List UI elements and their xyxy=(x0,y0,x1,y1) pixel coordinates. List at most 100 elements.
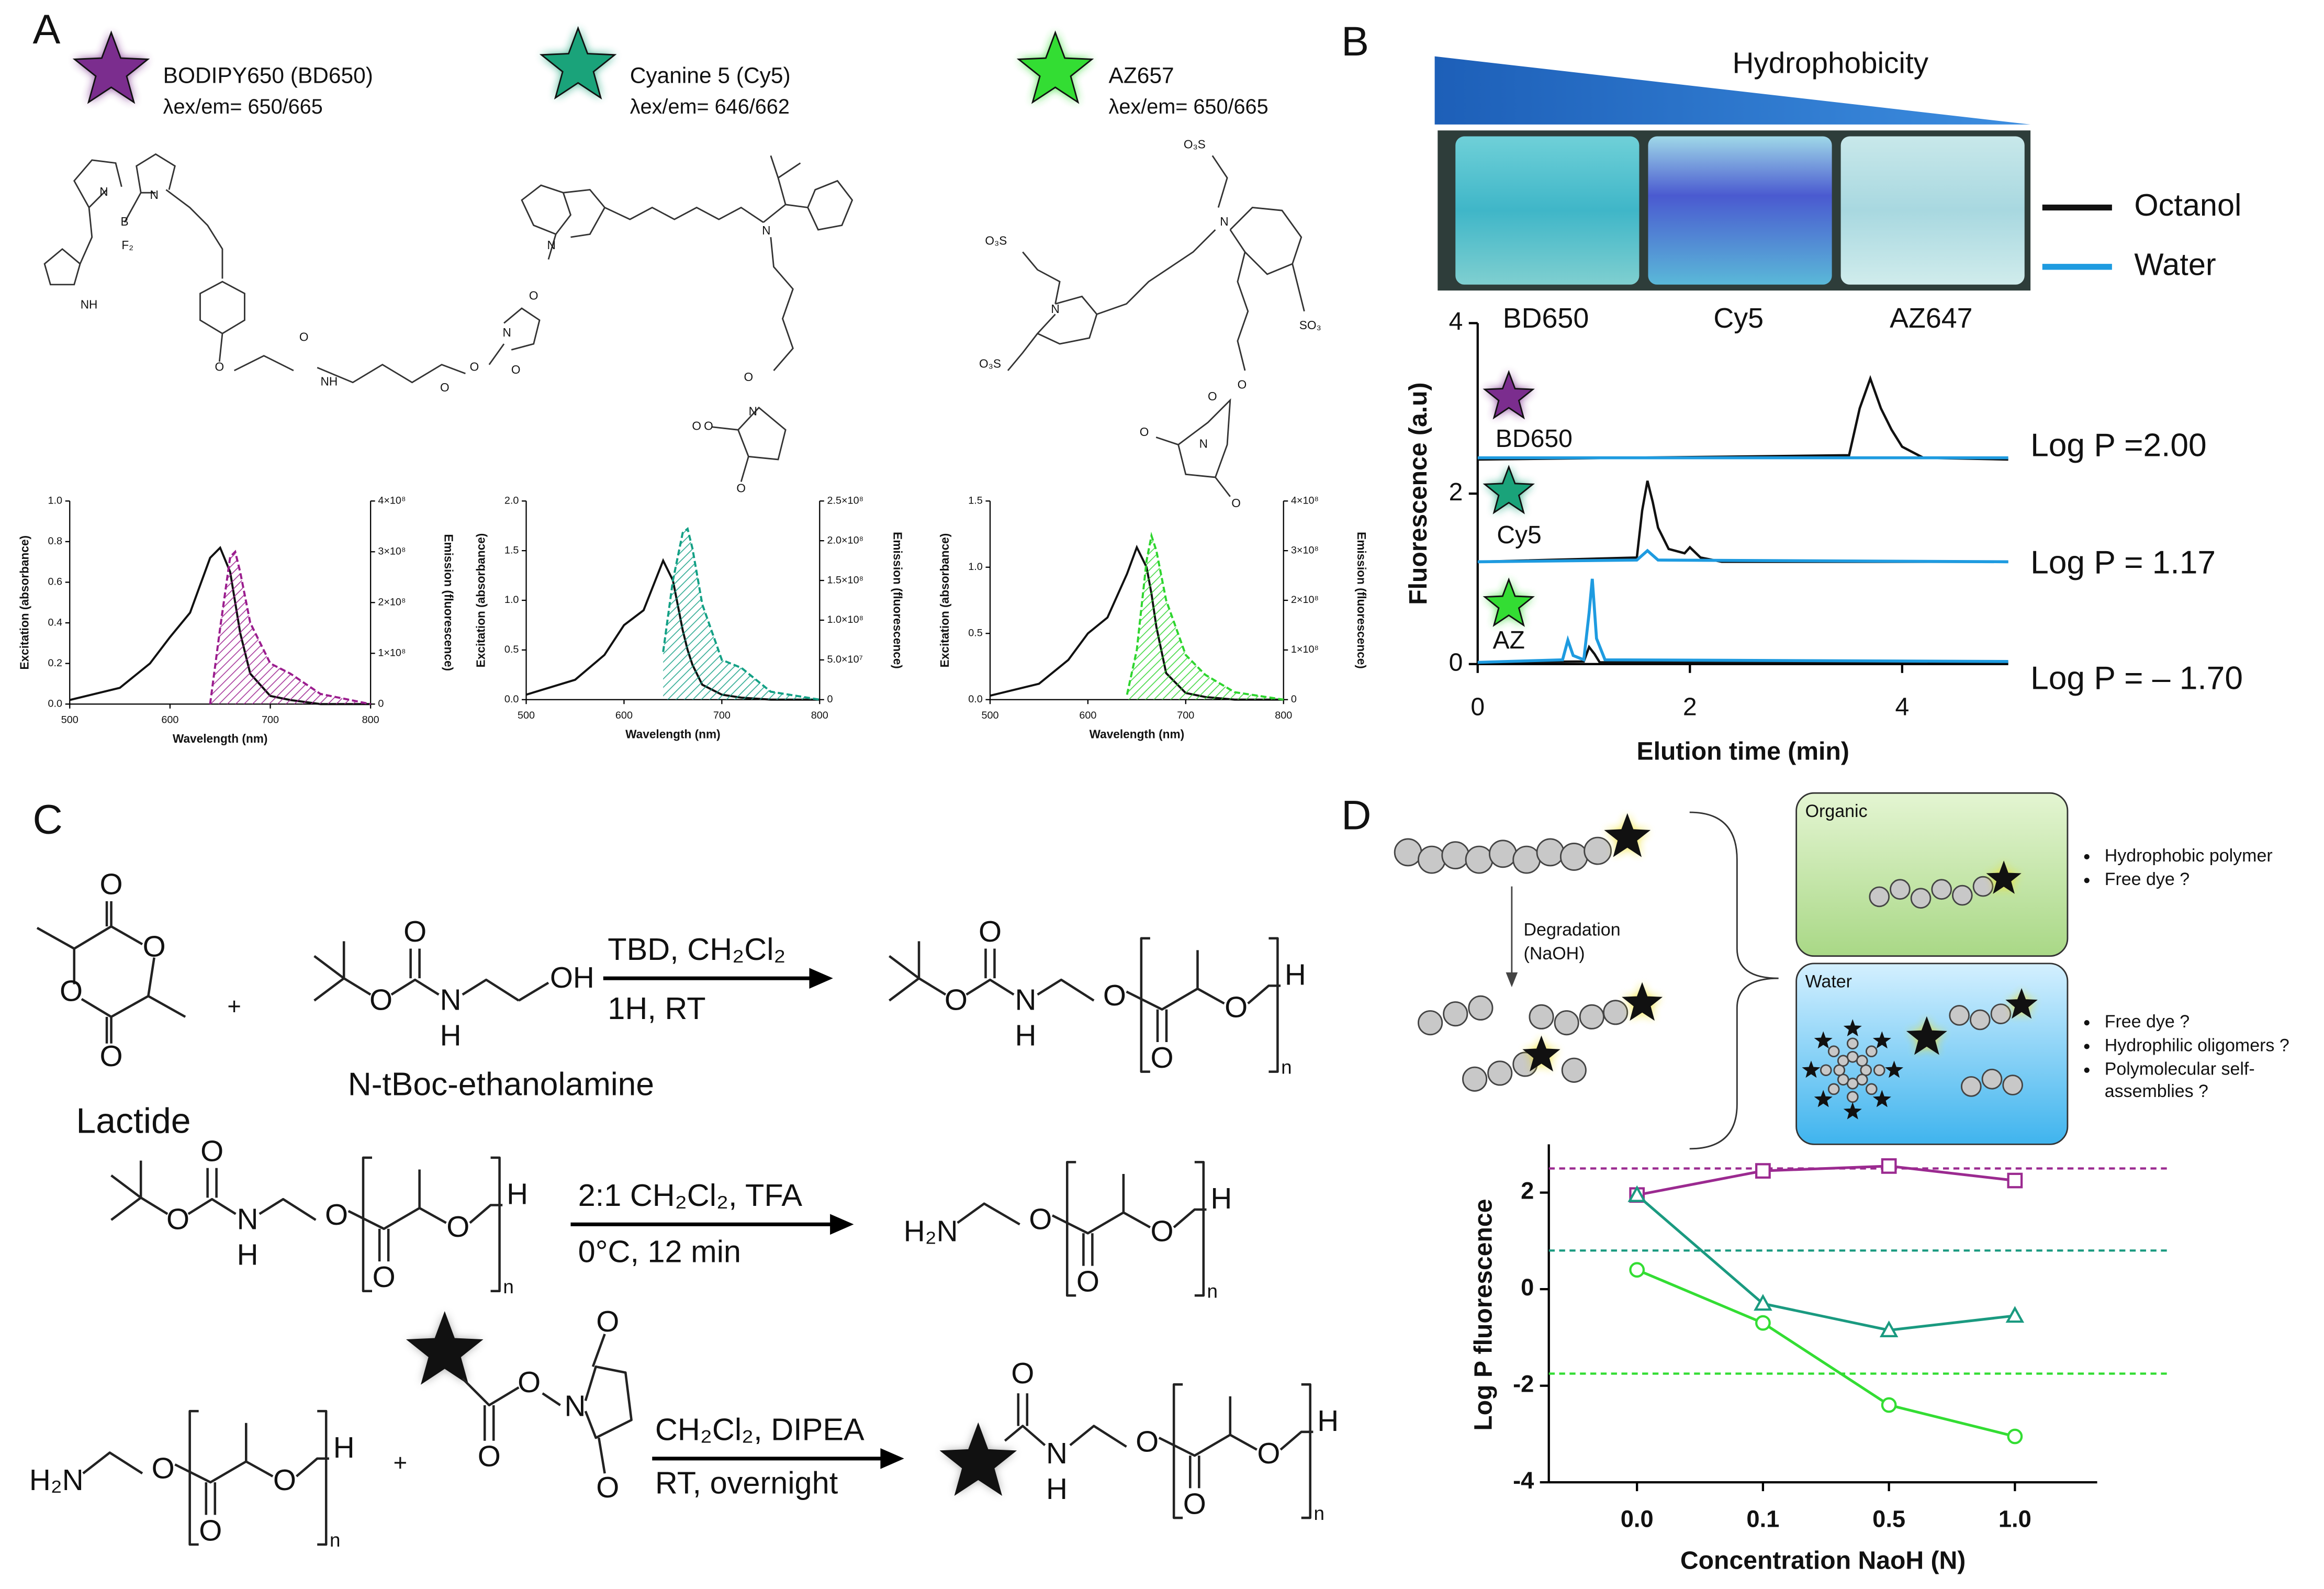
bead xyxy=(1827,1083,1840,1095)
y-tick-label: 2 xyxy=(1521,1178,1534,1204)
note: Hydrophilic oligomers ? xyxy=(2105,1035,2289,1055)
atom-label: B xyxy=(120,215,128,228)
x-tick-label: 600 xyxy=(615,710,633,721)
y2-axis-label: Emission (fluorescence) xyxy=(891,532,905,669)
bead xyxy=(1910,888,1932,909)
atom-label: O xyxy=(518,1366,541,1399)
sample-star xyxy=(1483,370,1535,420)
degradation-label: (NaOH) xyxy=(1524,944,1585,964)
atom-label: O xyxy=(199,1514,222,1547)
atom-label: O xyxy=(470,360,479,373)
bead xyxy=(1820,1064,1832,1077)
bead xyxy=(1865,1083,1878,1095)
y-tick-label: 0.0 xyxy=(968,693,983,705)
bead xyxy=(1873,1064,1885,1077)
reaction-arrows xyxy=(570,968,904,1469)
bead xyxy=(1952,885,1973,906)
atom-label: O xyxy=(704,419,713,433)
y2-tick-label: 4×10⁸ xyxy=(378,495,406,506)
atom-label: N xyxy=(1015,983,1036,1016)
bead xyxy=(1529,1004,1554,1030)
note: Free dye ? xyxy=(2105,1012,2190,1032)
atom-label: H xyxy=(1015,1019,1036,1052)
bead xyxy=(1487,1060,1513,1086)
sample-label: BD650 xyxy=(1496,424,1573,453)
y-tick-label: 0.5 xyxy=(504,644,519,655)
panel-label: D xyxy=(1341,791,1371,838)
bond xyxy=(1051,1174,1151,1266)
atom-label: O xyxy=(1238,377,1247,391)
y-tick-label: 1.0 xyxy=(48,495,63,506)
organic-phase xyxy=(1795,792,2069,957)
reaction-condition: 0°C, 12 min xyxy=(578,1234,741,1269)
bond xyxy=(1065,1161,1205,1297)
bead xyxy=(1394,838,1422,867)
atom-label: O xyxy=(478,1440,501,1473)
logp-label: Log P =2.00 xyxy=(2030,428,2207,464)
dye-star xyxy=(939,1422,1017,1496)
atom-label: O xyxy=(166,1203,189,1236)
atom-label: O xyxy=(1225,991,1248,1024)
atom-label: O xyxy=(596,1471,619,1504)
bond xyxy=(469,1204,503,1224)
atom-label: O xyxy=(1150,1042,1173,1075)
bead xyxy=(1418,845,1446,874)
y-tick-label: 0.8 xyxy=(48,535,63,547)
reaction-condition: 1H, RT xyxy=(608,991,705,1026)
bead xyxy=(1512,845,1541,874)
y2-tick-label: 1×10⁸ xyxy=(378,647,406,658)
atom-label: n xyxy=(330,1529,340,1551)
atom-label: F₂ xyxy=(121,238,133,252)
atom-label: O xyxy=(1150,1215,1173,1248)
atom-label: O xyxy=(511,363,521,376)
y-tick-label: 0.5 xyxy=(968,627,983,639)
atom-label: H xyxy=(1046,1473,1068,1506)
series-line xyxy=(1636,1194,2015,1332)
y2-tick-label: 5.0×10⁷ xyxy=(827,654,862,665)
plus: + xyxy=(394,1449,407,1476)
atom-label: O xyxy=(1029,1203,1052,1236)
y2-tick-label: 2.0×10⁸ xyxy=(827,534,863,546)
marker xyxy=(1755,1315,1771,1331)
atom-label: O xyxy=(369,983,392,1016)
bond xyxy=(1279,1430,1313,1451)
bond xyxy=(347,1169,447,1262)
atom-label: O xyxy=(1183,1487,1206,1520)
dye-star xyxy=(1843,1019,1862,1037)
x-axis-label: Wavelength (nm) xyxy=(625,728,721,741)
bead xyxy=(1865,1045,1878,1058)
bond xyxy=(1158,1396,1258,1489)
emission-area xyxy=(663,529,820,700)
bead xyxy=(1584,836,1612,865)
bond xyxy=(390,948,440,996)
atom-label: O xyxy=(100,1040,123,1073)
atom-label: n xyxy=(1207,1280,1218,1302)
atom-label: O xyxy=(273,1464,296,1497)
bond xyxy=(259,1198,317,1221)
bead xyxy=(1981,1068,2003,1090)
dye-name: BODIPY650 (BD650) xyxy=(163,63,373,88)
vial-label: BD650 xyxy=(1503,303,1589,334)
panel-label: A xyxy=(32,6,60,52)
bead xyxy=(1468,995,1494,1021)
degradation-label: Degradation xyxy=(1524,920,1621,940)
bead xyxy=(1465,845,1494,874)
bond xyxy=(889,941,947,1002)
bond xyxy=(1126,950,1225,1042)
bullet xyxy=(2084,854,2090,860)
bead xyxy=(1462,1066,1488,1092)
atom-label: n xyxy=(1281,1057,1292,1078)
logp-label: Log P = – 1.70 xyxy=(2030,660,2243,696)
elution-trace xyxy=(1477,549,2008,564)
dye-star xyxy=(1522,1035,1560,1072)
bead xyxy=(2002,1075,2023,1095)
atom-label: O xyxy=(979,915,1002,948)
atom-label: H xyxy=(1210,1182,1232,1215)
atom-label: OH xyxy=(550,961,594,994)
x-tick-label: 500 xyxy=(61,714,78,726)
x-tick-label: 1.0 xyxy=(1999,1506,2031,1532)
y-tick-label: 1.5 xyxy=(504,544,519,556)
bond xyxy=(36,901,186,1044)
x-axis-label: Wavelength (nm) xyxy=(173,732,268,745)
note: Polymolecular self- xyxy=(2105,1059,2255,1079)
